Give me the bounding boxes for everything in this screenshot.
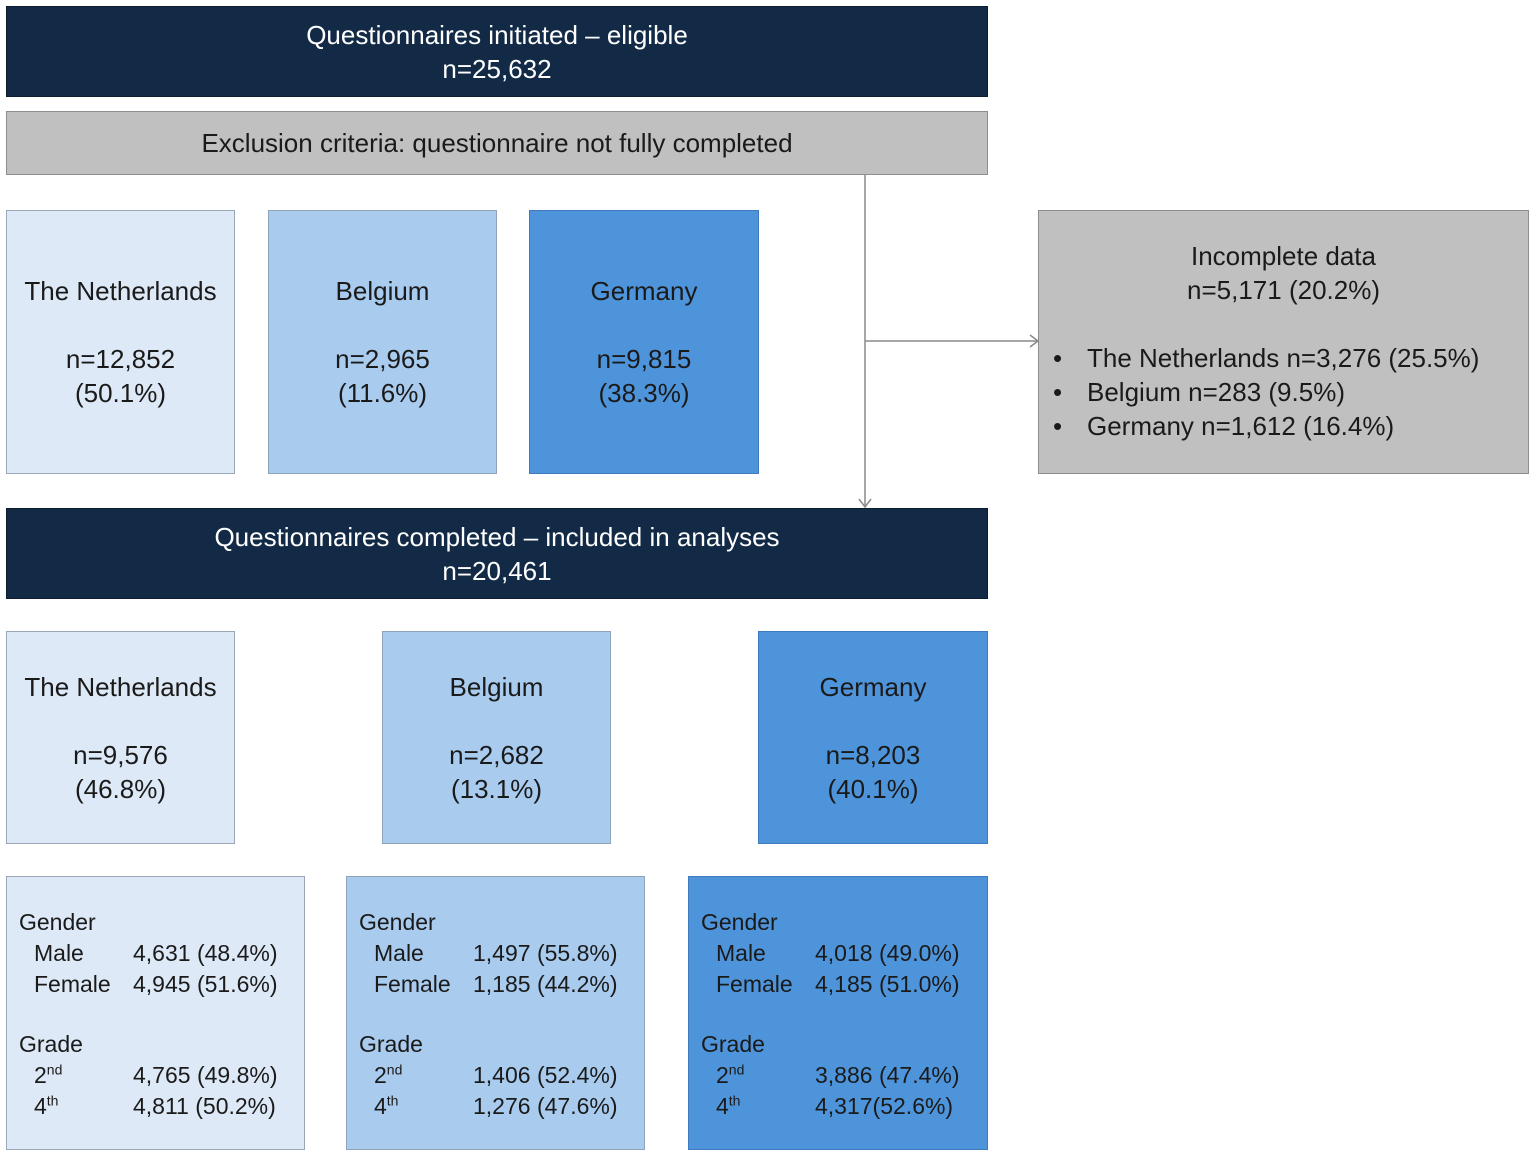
- female-value: 1,185 (44.2%): [473, 971, 618, 997]
- bullet-icon: •: [1053, 411, 1063, 441]
- grade-2-label: 2nd: [716, 1061, 745, 1088]
- incomplete-title: Incomplete data: [1190, 241, 1376, 271]
- grade-4-value: 4,811 (50.2%): [133, 1093, 276, 1119]
- initiated-country-belgium: Belgium n=2,965 (11.6%): [268, 210, 497, 474]
- grade-2-label: 2nd: [374, 1061, 403, 1088]
- female-value: 4,945 (51.6%): [133, 971, 278, 997]
- country-name: Belgium: [335, 276, 430, 306]
- incomplete-heading: Incomplete data n=5,171 (20.2%): [1039, 239, 1528, 307]
- exclusion-label: Exclusion criteria: questionnaire not fu…: [201, 127, 793, 158]
- completed-arrowhead: [858, 498, 872, 509]
- completed-header: Questionnaires completed – included in a…: [6, 508, 988, 599]
- completed-country-netherlands: The Netherlands n=9,576 (46.8%): [6, 631, 235, 844]
- initiated-header: Questionnaires initiated – eligible n=25…: [6, 6, 988, 97]
- demographics-netherlands: Gender Male 4,631 (48.4%) Female 4,945 (…: [6, 876, 305, 1150]
- country-count: n=9,576: [73, 739, 168, 770]
- grade-2-label: 2nd: [34, 1061, 63, 1088]
- male-label: Male: [374, 940, 424, 966]
- country-percent: (50.1%): [74, 378, 167, 408]
- female-label: Female: [716, 971, 793, 997]
- incomplete-data-box: Incomplete data n=5,171 (20.2%) • The Net…: [1038, 210, 1529, 474]
- list-item: • Germany n=1,612 (16.4%): [1053, 411, 1395, 441]
- country-count: n=2,965: [335, 344, 430, 374]
- country-percent: (11.6%): [337, 378, 428, 408]
- exclusion-box: Exclusion criteria: questionnaire not fu…: [6, 111, 988, 175]
- grade-4-label: 4th: [374, 1092, 399, 1119]
- bullet-icon: •: [1053, 377, 1063, 407]
- gender-label: Gender: [359, 909, 436, 935]
- country-count: n=8,203: [825, 739, 921, 770]
- grade-4-label: 4th: [34, 1092, 59, 1119]
- demographics-germany: Gender Male 4,018 (49.0%) Female 4,185 (…: [688, 876, 988, 1150]
- grade-4-value: 1,276 (47.6%): [473, 1093, 618, 1119]
- incomplete-list: • The Netherlands n=3,276 (25.5%) • Belgiu…: [1053, 341, 1479, 443]
- grade-label: Grade: [359, 1031, 423, 1057]
- gender-label: Gender: [19, 909, 96, 935]
- female-value: 4,185 (51.0%): [815, 971, 960, 997]
- initiated-count: n=25,632: [442, 53, 552, 84]
- male-label: Male: [34, 940, 84, 966]
- bullet-icon: •: [1053, 343, 1063, 373]
- incomplete-count: n=5,171 (20.2%): [1187, 275, 1380, 305]
- grade-label: Grade: [701, 1031, 765, 1057]
- country-percent: (40.1%): [827, 773, 919, 804]
- female-label: Female: [34, 971, 111, 997]
- male-value: 4,631 (48.4%): [133, 940, 278, 966]
- country-name: Germany: [819, 671, 927, 702]
- male-label: Male: [716, 940, 766, 966]
- list-item: • Belgium n=283 (9.5%): [1053, 377, 1345, 407]
- initiated-country-netherlands: The Netherlands n=12,852 (50.1%): [6, 210, 235, 474]
- gender-label: Gender: [701, 909, 778, 935]
- grade-2-value: 3,886 (47.4%): [815, 1062, 960, 1088]
- country-percent: (38.3%): [598, 378, 690, 408]
- country-name: Germany: [590, 276, 698, 306]
- grade-2-value: 1,406 (52.4%): [473, 1062, 618, 1088]
- country-percent: (13.1%): [450, 773, 543, 804]
- grade-2-value: 4,765 (49.8%): [133, 1062, 278, 1088]
- female-label: Female: [374, 971, 451, 997]
- male-value: 4,018 (49.0%): [815, 940, 960, 966]
- country-name: The Netherlands: [24, 276, 217, 306]
- country-count: n=2,682: [449, 739, 544, 770]
- completed-count: n=20,461: [442, 555, 552, 586]
- country-count: n=9,815: [596, 344, 692, 374]
- initiated-title: Questionnaires initiated – eligible: [306, 19, 688, 50]
- completed-country-germany: Germany n=8,203 (40.1%): [758, 631, 988, 844]
- grade-4-value: 4,317(52.6%): [815, 1093, 954, 1119]
- completed-country-belgium: Belgium n=2,682 (13.1%): [382, 631, 611, 844]
- initiated-country-germany: Germany n=9,815 (38.3%): [529, 210, 759, 474]
- list-item: • The Netherlands n=3,276 (25.5%): [1053, 343, 1480, 373]
- country-percent: (46.8%): [74, 773, 167, 804]
- completed-title: Questionnaires completed – included in a…: [214, 521, 780, 552]
- demographics-belgium: Gender Male 1,497 (55.8%) Female 1,185 (…: [346, 876, 645, 1150]
- grade-label: Grade: [19, 1031, 83, 1057]
- grade-4-label: 4th: [716, 1092, 741, 1119]
- country-name: Belgium: [449, 671, 544, 702]
- country-name: The Netherlands: [24, 671, 217, 702]
- male-value: 1,497 (55.8%): [473, 940, 618, 966]
- country-count: n=12,852: [65, 344, 176, 374]
